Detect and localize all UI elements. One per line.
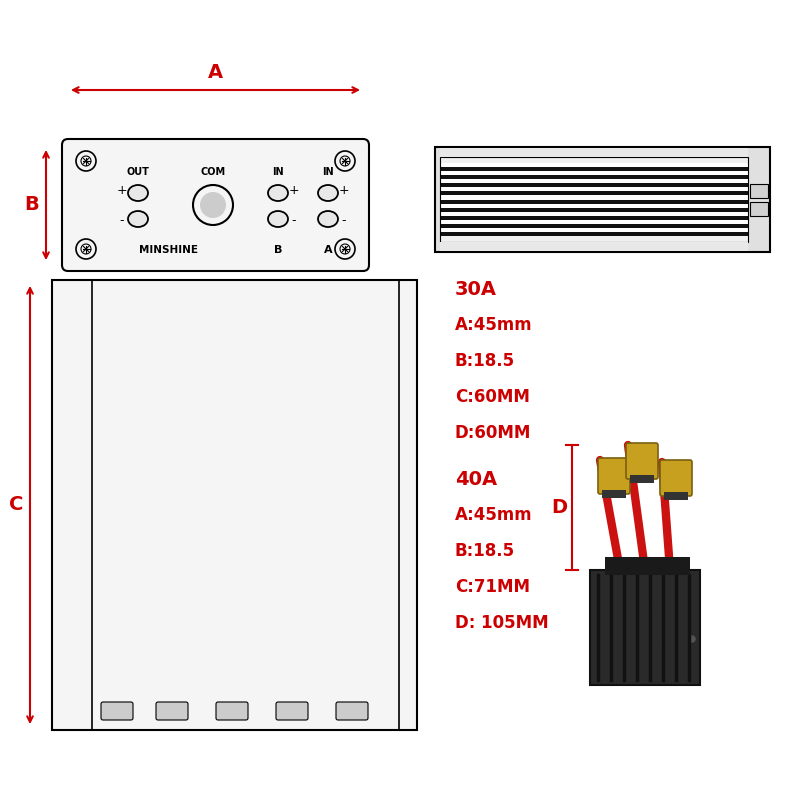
Text: A:45mm: A:45mm bbox=[455, 316, 533, 334]
Bar bbox=[440, 179, 748, 183]
Bar bbox=[750, 183, 768, 198]
Text: +: + bbox=[289, 185, 299, 198]
Bar bbox=[440, 216, 748, 220]
Bar bbox=[440, 203, 748, 208]
Ellipse shape bbox=[268, 185, 288, 201]
Ellipse shape bbox=[128, 185, 148, 201]
FancyBboxPatch shape bbox=[62, 139, 369, 271]
Ellipse shape bbox=[318, 185, 338, 201]
Text: OUT: OUT bbox=[126, 167, 150, 177]
FancyBboxPatch shape bbox=[216, 702, 248, 720]
FancyBboxPatch shape bbox=[660, 460, 692, 496]
Text: B: B bbox=[25, 195, 39, 214]
Circle shape bbox=[200, 192, 226, 218]
Bar bbox=[590, 570, 700, 685]
Circle shape bbox=[689, 636, 695, 642]
Text: -: - bbox=[292, 214, 296, 227]
FancyBboxPatch shape bbox=[598, 458, 630, 494]
Bar bbox=[440, 157, 748, 242]
FancyBboxPatch shape bbox=[156, 702, 188, 720]
Text: C:60MM: C:60MM bbox=[455, 388, 530, 406]
Text: C:71MM: C:71MM bbox=[455, 578, 530, 596]
Bar bbox=[440, 212, 748, 216]
Text: D:60MM: D:60MM bbox=[455, 424, 531, 442]
Text: D: D bbox=[551, 498, 567, 517]
Bar bbox=[440, 175, 748, 179]
Bar bbox=[440, 228, 748, 232]
Ellipse shape bbox=[128, 211, 148, 227]
Bar bbox=[440, 171, 748, 175]
Bar bbox=[440, 191, 748, 195]
Text: A: A bbox=[324, 245, 332, 255]
Text: +: + bbox=[338, 185, 350, 198]
Text: B:18.5: B:18.5 bbox=[455, 542, 515, 560]
FancyBboxPatch shape bbox=[101, 702, 133, 720]
FancyBboxPatch shape bbox=[626, 443, 658, 479]
Text: MINSHINE: MINSHINE bbox=[138, 245, 198, 255]
Text: C: C bbox=[9, 495, 23, 514]
Bar bbox=[52, 280, 417, 730]
Ellipse shape bbox=[268, 211, 288, 227]
Bar bbox=[605, 557, 690, 575]
Bar bbox=[440, 199, 748, 203]
Text: 30A: 30A bbox=[455, 280, 497, 299]
Bar bbox=[440, 148, 748, 157]
Bar bbox=[440, 242, 748, 251]
Text: IN: IN bbox=[272, 167, 284, 177]
Bar bbox=[440, 157, 748, 163]
Bar bbox=[440, 208, 748, 212]
Text: COM: COM bbox=[201, 167, 226, 177]
Bar bbox=[440, 187, 748, 191]
Bar bbox=[440, 224, 748, 228]
FancyBboxPatch shape bbox=[336, 702, 368, 720]
Text: -: - bbox=[342, 214, 346, 227]
Text: A: A bbox=[208, 63, 223, 82]
Text: A:45mm: A:45mm bbox=[455, 506, 533, 524]
Text: IN: IN bbox=[322, 167, 334, 177]
Text: +: + bbox=[117, 185, 127, 198]
Bar bbox=[630, 475, 654, 483]
Bar bbox=[440, 220, 748, 224]
Bar bbox=[435, 147, 770, 252]
Ellipse shape bbox=[318, 211, 338, 227]
Bar bbox=[440, 167, 748, 171]
Bar bbox=[440, 183, 748, 187]
Bar bbox=[440, 195, 748, 199]
Text: 40A: 40A bbox=[455, 470, 497, 489]
Text: -: - bbox=[120, 214, 124, 227]
FancyBboxPatch shape bbox=[276, 702, 308, 720]
Bar bbox=[440, 236, 748, 242]
Bar bbox=[602, 490, 626, 498]
Bar bbox=[440, 232, 748, 236]
Text: D: 105MM: D: 105MM bbox=[455, 614, 549, 632]
Text: B: B bbox=[274, 245, 282, 255]
Bar bbox=[440, 163, 748, 167]
Bar bbox=[750, 202, 768, 215]
Text: B:18.5: B:18.5 bbox=[455, 352, 515, 370]
Bar bbox=[664, 492, 688, 500]
